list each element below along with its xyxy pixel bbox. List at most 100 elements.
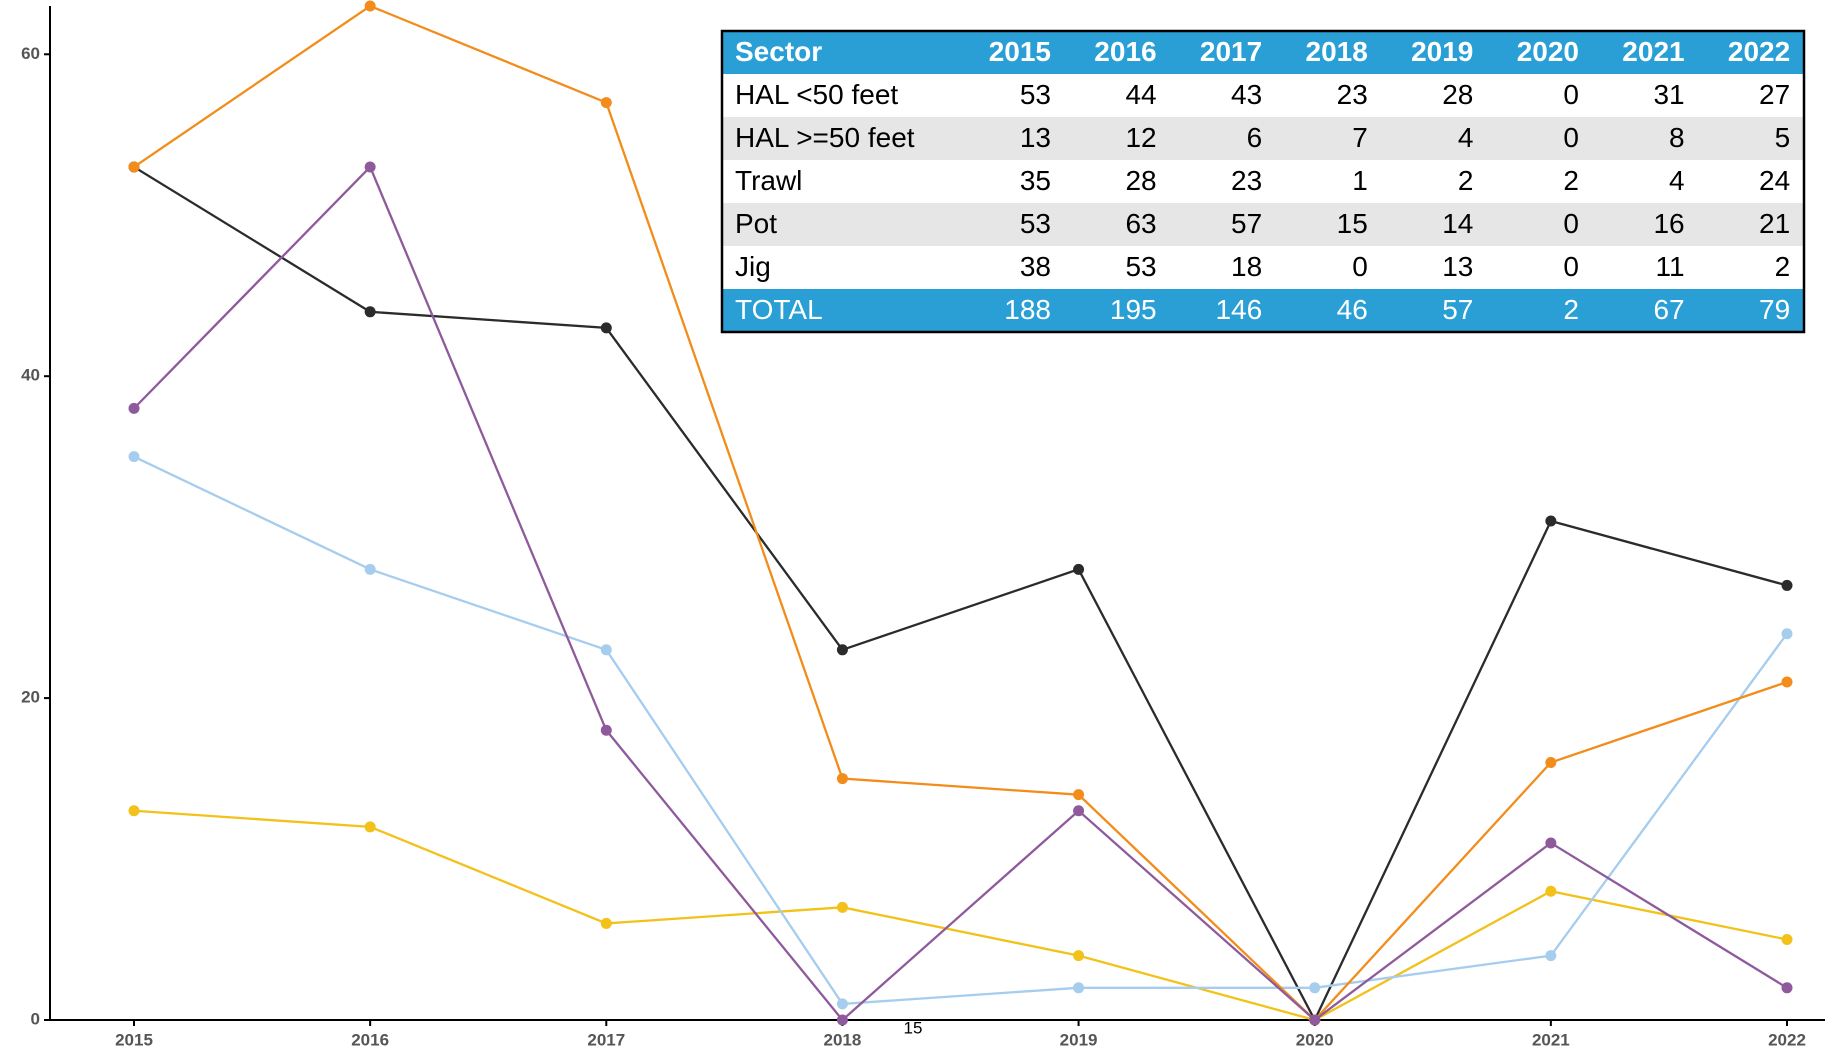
table-cell: 43 [1231, 79, 1262, 110]
table-cell: 38 [1020, 251, 1051, 282]
table-cell: 53 [1125, 251, 1156, 282]
table-total: 195 [1110, 294, 1157, 325]
table-total: 146 [1215, 294, 1262, 325]
series-line [133, 809, 1788, 1022]
table-cell: 21 [1759, 208, 1790, 239]
table-cell: 0 [1563, 251, 1579, 282]
table-row-label: Jig [735, 251, 771, 282]
data-point [1545, 756, 1557, 768]
table-cell: 2 [1775, 251, 1791, 282]
table-header: 2019 [1411, 36, 1473, 67]
data-point [364, 821, 376, 833]
data-point [1545, 885, 1557, 897]
y-tick-label: 0 [31, 1009, 40, 1028]
table-cell: 4 [1669, 165, 1685, 196]
data-point [600, 322, 612, 334]
table-cell: 0 [1563, 208, 1579, 239]
data-point [364, 563, 376, 575]
table-cell: 13 [1442, 251, 1473, 282]
series-line [133, 164, 1788, 1022]
data-point [1073, 950, 1085, 962]
table-cell: 12 [1125, 122, 1156, 153]
table-cell: 8 [1669, 122, 1685, 153]
table-total-row [722, 289, 1804, 332]
table-cell: 2 [1458, 165, 1474, 196]
data-point [128, 805, 140, 817]
table-total-label: TOTAL [735, 294, 823, 325]
table-cell: 31 [1653, 79, 1684, 110]
x-tick-label: 2020 [1296, 1030, 1334, 1049]
data-point [1073, 805, 1085, 817]
data-point [836, 644, 848, 656]
table-stripe [722, 203, 1804, 246]
y-tick-label: 60 [21, 44, 40, 63]
table-stripe [722, 117, 1804, 160]
data-point [836, 998, 848, 1010]
data-point [128, 451, 140, 463]
annotation: 15 [904, 1018, 923, 1037]
data-point [1781, 628, 1793, 640]
data-point [600, 917, 612, 929]
data-point [1545, 515, 1557, 527]
table-header-row [722, 31, 1804, 74]
table-header: 2020 [1517, 36, 1579, 67]
x-tick-label: 2021 [1532, 1030, 1570, 1049]
data-point [128, 161, 140, 173]
table-cell: 15 [1337, 208, 1368, 239]
table-total: 46 [1337, 294, 1368, 325]
data-point [1545, 950, 1557, 962]
series-line [133, 4, 1788, 1022]
data-point [836, 901, 848, 913]
table-header: 2018 [1306, 36, 1368, 67]
table-header: 2016 [1094, 36, 1156, 67]
table-cell: 53 [1020, 208, 1051, 239]
x-tick-label: 2019 [1060, 1030, 1098, 1049]
table-header: 2017 [1200, 36, 1262, 67]
data-point [836, 1014, 848, 1026]
table-row-label: HAL <50 feet [735, 79, 898, 110]
table-cell: 4 [1458, 122, 1474, 153]
table-cell: 16 [1653, 208, 1684, 239]
data-point [364, 161, 376, 173]
table-cell: 57 [1231, 208, 1262, 239]
table-cell: 28 [1125, 165, 1156, 196]
x-tick-label: 2022 [1768, 1030, 1806, 1049]
table-cell: 23 [1231, 165, 1262, 196]
table-cell: 14 [1442, 208, 1473, 239]
table-cell: 1 [1352, 165, 1368, 196]
table-cell: 18 [1231, 251, 1262, 282]
table-total: 57 [1442, 294, 1473, 325]
table-cell: 53 [1020, 79, 1051, 110]
data-point [1309, 982, 1321, 994]
series-line [133, 455, 1788, 1006]
table-cell: 13 [1020, 122, 1051, 153]
table-row-label: HAL >=50 feet [735, 122, 915, 153]
data-point [1073, 563, 1085, 575]
x-tick-label: 2016 [351, 1030, 389, 1049]
x-tick-label: 2018 [824, 1030, 862, 1049]
table-header: 2015 [989, 36, 1051, 67]
table-border [720, 29, 1806, 334]
table-cell: 0 [1563, 122, 1579, 153]
x-tick-label: 2017 [587, 1030, 625, 1049]
table-cell: 0 [1563, 79, 1579, 110]
table-cell: 28 [1442, 79, 1473, 110]
y-tick-label: 40 [21, 366, 40, 385]
table-cell: 35 [1020, 165, 1051, 196]
table-header: Sector [735, 36, 822, 67]
table-total: 188 [1004, 294, 1051, 325]
x-tick-label: 2015 [115, 1030, 153, 1049]
table-total: 67 [1653, 294, 1684, 325]
data-point [1545, 837, 1557, 849]
table-total: 79 [1759, 294, 1790, 325]
table-cell: 23 [1337, 79, 1368, 110]
table-cell: 44 [1125, 79, 1156, 110]
table-cell: 11 [1656, 251, 1685, 282]
table-header: 2021 [1622, 36, 1684, 67]
table-row-label: Trawl [735, 165, 802, 196]
data-point [600, 644, 612, 656]
data-point [600, 724, 612, 736]
data-point [1073, 982, 1085, 994]
data-point [364, 306, 376, 318]
